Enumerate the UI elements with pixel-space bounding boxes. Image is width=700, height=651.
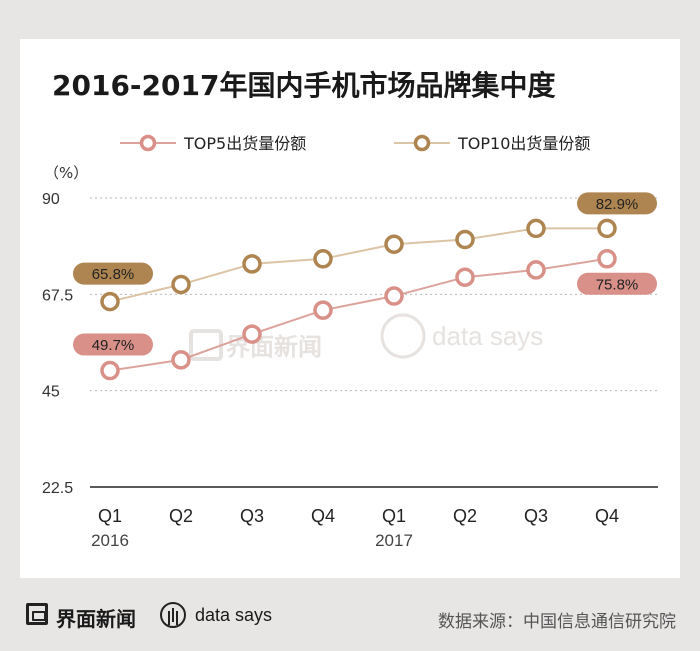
data-point-top10	[100, 291, 120, 312]
y-tick-label: 67.5	[42, 287, 73, 304]
data-point-top10	[313, 249, 333, 269]
data-label: 65.8%	[92, 266, 135, 283]
watermark: 界面新闻 data says	[189, 313, 543, 361]
series-line-top5	[109, 257, 608, 372]
watermark-brand: 界面新闻	[226, 333, 322, 361]
y-unit-label: （%）	[44, 164, 88, 182]
data-label: 49.7%	[92, 337, 135, 354]
jiemian-logo-icon	[26, 603, 48, 625]
footer-data-says: data says	[195, 605, 273, 625]
x-tick-label: Q1	[382, 506, 406, 526]
x-tick-label: Q2	[453, 506, 477, 526]
y-tick-label: 90	[42, 191, 60, 208]
data-point-top10	[242, 254, 262, 274]
legend-marker	[139, 134, 157, 152]
data-says-logo-icon	[160, 602, 186, 628]
data-label: 75.8%	[596, 276, 639, 293]
data-point-top10	[455, 229, 475, 250]
data-label-badge	[73, 262, 153, 285]
y-tick-label: 45	[42, 384, 60, 401]
y-tick-label: 22.5	[42, 480, 73, 497]
x-tick-label: Q4	[311, 506, 335, 526]
data-label-badge	[73, 333, 153, 356]
data-point-top5	[384, 286, 404, 306]
data-label-badge	[577, 192, 657, 215]
data-point-top10	[526, 218, 546, 239]
data-point-top10	[384, 234, 404, 254]
data-point-top5	[455, 267, 475, 287]
watermark-data-says: data says	[432, 321, 543, 351]
data-point-top5	[597, 249, 617, 269]
data-point-top5	[171, 350, 191, 370]
year-label: 2017	[375, 531, 413, 550]
data-point-top5	[526, 260, 546, 280]
data-point-top5	[313, 300, 333, 320]
footer: 界面新闻 data says 数据来源：中国信息通信研究院	[0, 593, 700, 651]
x-tick-label: Q3	[524, 506, 548, 526]
x-tick-label: Q2	[169, 506, 193, 526]
data-point-top10	[597, 218, 617, 239]
data-point-top5	[100, 360, 120, 381]
legend-label: TOP10出货量份额	[457, 134, 590, 153]
footer-brand: 界面新闻	[56, 607, 136, 631]
chart-card	[20, 39, 680, 578]
series-line-top10	[109, 227, 607, 303]
chart-title: 2016-2017年国内手机市场品牌集中度	[52, 69, 556, 102]
year-label: 2016	[91, 531, 129, 550]
x-tick-label: Q3	[240, 506, 264, 526]
data-label: 82.9%	[596, 196, 639, 213]
x-tick-label: Q4	[595, 506, 619, 526]
data-source: 数据来源：中国信息通信研究院	[438, 612, 676, 632]
data-label-badge	[577, 272, 657, 295]
data-point-top5	[242, 324, 262, 344]
watermark-data-says-icon	[380, 313, 426, 359]
x-tick-label: Q1	[98, 506, 122, 526]
data-point-top10	[171, 274, 191, 295]
legend-label: TOP5出货量份额	[183, 134, 306, 153]
legend-marker	[413, 134, 431, 152]
